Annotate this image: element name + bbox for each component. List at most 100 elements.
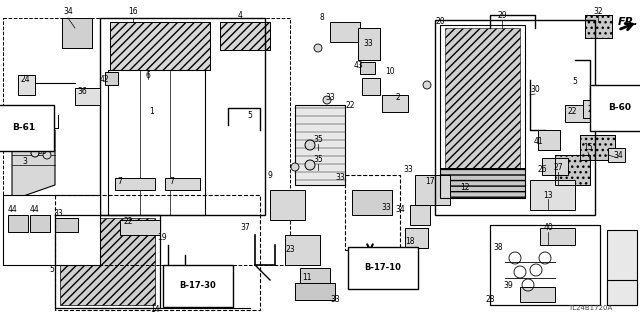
Bar [555, 155, 590, 185]
Text: 18: 18 [405, 238, 415, 247]
Bar [608, 148, 625, 162]
Bar [330, 22, 360, 42]
Circle shape [291, 163, 299, 171]
Text: 44: 44 [30, 205, 40, 214]
Circle shape [423, 81, 431, 89]
Text: 14: 14 [150, 306, 160, 315]
Bar [580, 135, 615, 160]
Bar [382, 95, 408, 112]
Text: TL24B1720A: TL24B1720A [568, 305, 612, 311]
Bar [360, 62, 375, 74]
Bar [405, 228, 428, 248]
Bar [55, 218, 78, 232]
Bar [445, 28, 520, 195]
Text: 34: 34 [613, 151, 623, 160]
Text: 37: 37 [240, 224, 250, 233]
Text: B-61: B-61 [12, 123, 36, 132]
Text: 34: 34 [63, 8, 73, 17]
Bar [520, 287, 555, 302]
Text: 23: 23 [285, 246, 295, 255]
Bar [62, 18, 92, 48]
Bar [60, 218, 155, 305]
Text: 43: 43 [353, 62, 363, 70]
Text: 29: 29 [497, 11, 507, 20]
Bar [3, 18, 290, 265]
Text: 39: 39 [503, 280, 513, 290]
Bar [345, 175, 400, 250]
Text: 21: 21 [588, 106, 596, 115]
Bar [62, 18, 92, 48]
Bar [440, 168, 525, 198]
Text: 6: 6 [145, 70, 150, 79]
Text: 36: 36 [77, 87, 87, 97]
Bar [165, 178, 200, 190]
Bar [610, 232, 635, 280]
Bar [538, 130, 560, 150]
Bar [55, 195, 260, 310]
Circle shape [323, 96, 331, 104]
Text: 33: 33 [335, 174, 345, 182]
Text: 33: 33 [330, 295, 340, 305]
Bar [115, 178, 155, 190]
Text: 5: 5 [248, 110, 252, 120]
Bar [362, 78, 380, 95]
Circle shape [305, 160, 315, 170]
Text: 33: 33 [53, 210, 63, 219]
Text: 12: 12 [460, 183, 470, 192]
Text: 28: 28 [485, 295, 495, 305]
Bar [609, 281, 636, 303]
Text: FR.: FR. [618, 17, 639, 27]
Text: 35: 35 [313, 155, 323, 165]
Bar [295, 105, 345, 185]
Text: 16: 16 [128, 8, 138, 17]
Text: 44: 44 [8, 205, 18, 214]
Bar [8, 215, 28, 232]
Text: 33: 33 [37, 147, 47, 157]
Bar [542, 158, 568, 175]
Circle shape [31, 149, 39, 157]
Bar [585, 15, 612, 38]
Polygon shape [12, 130, 55, 200]
Text: 41: 41 [533, 137, 543, 146]
Text: B-17-10: B-17-10 [365, 263, 401, 272]
Text: 40: 40 [543, 224, 553, 233]
Text: 26: 26 [537, 166, 547, 174]
Bar [110, 22, 210, 70]
Text: 31: 31 [15, 145, 25, 154]
Text: 33: 33 [325, 93, 335, 102]
Text: 9: 9 [268, 170, 273, 180]
Bar [110, 22, 210, 70]
Bar [75, 88, 100, 105]
Text: B-60: B-60 [609, 103, 632, 113]
Circle shape [314, 44, 322, 52]
Text: 38: 38 [493, 243, 503, 253]
Text: 19: 19 [157, 234, 167, 242]
Text: 33: 33 [381, 204, 391, 212]
Circle shape [43, 151, 51, 159]
Bar [435, 20, 595, 215]
Bar [358, 28, 380, 60]
Bar [220, 22, 270, 50]
Bar [300, 268, 330, 290]
Circle shape [305, 140, 315, 150]
Text: 7: 7 [170, 177, 175, 187]
Bar [415, 175, 450, 205]
Text: 25: 25 [30, 106, 40, 115]
Bar [565, 105, 590, 122]
Text: 32: 32 [593, 8, 603, 17]
Bar [490, 225, 600, 305]
Bar [607, 230, 637, 305]
Bar [220, 22, 270, 50]
Text: 30: 30 [530, 85, 540, 94]
Bar [530, 180, 575, 210]
Text: 34: 34 [395, 205, 405, 214]
Bar [490, 225, 600, 305]
Text: B-17-30: B-17-30 [180, 281, 216, 291]
Text: 33: 33 [363, 40, 373, 48]
Text: 3: 3 [22, 158, 28, 167]
Text: 10: 10 [385, 68, 395, 77]
Text: 22: 22 [124, 218, 132, 226]
Bar [540, 228, 575, 245]
Text: 5: 5 [573, 78, 577, 86]
Bar [108, 70, 205, 215]
